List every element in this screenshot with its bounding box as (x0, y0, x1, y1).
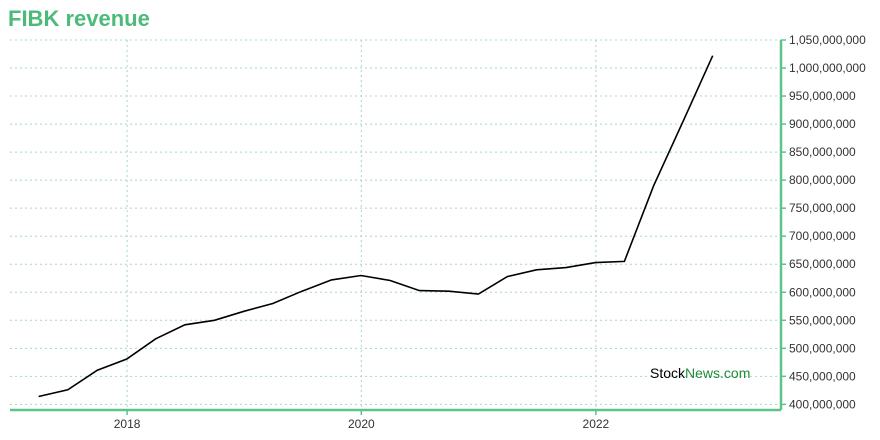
chart-title: FIBK revenue (8, 6, 150, 31)
x-tick-label: 2020 (348, 417, 375, 431)
y-tick-label: 1,000,000,000 (789, 61, 866, 75)
x-tick-label: 2022 (583, 417, 610, 431)
x-axis-ticks: 2018 2020 2022 (114, 410, 610, 431)
y-tick-label: 650,000,000 (789, 257, 856, 271)
grid-lines (10, 39, 781, 410)
y-tick-label: 400,000,000 (789, 397, 856, 411)
y-tick-label: 850,000,000 (789, 145, 856, 159)
y-tick-label: 550,000,000 (789, 313, 856, 327)
y-tick-label: 600,000,000 (789, 285, 856, 299)
y-tick-label: 500,000,000 (789, 341, 856, 355)
axes (10, 40, 783, 412)
y-tick-label: 750,000,000 (789, 201, 856, 215)
y-tick-label: 1,050,000,000 (789, 33, 866, 47)
x-tick-label: 2018 (114, 417, 141, 431)
y-tick-label: 800,000,000 (789, 173, 856, 187)
y-tick-label: 950,000,000 (789, 89, 856, 103)
y-axis-ticks: 400,000,000 450,000,000 500,000,000 550,000… (781, 33, 866, 411)
y-tick-label: 900,000,000 (789, 117, 856, 131)
watermark-news: News.com (685, 365, 751, 381)
series-line (38, 55, 714, 398)
y-tick-label: 700,000,000 (789, 229, 856, 243)
watermark-stock: Stock (650, 365, 686, 381)
y-tick-label: 450,000,000 (789, 369, 856, 383)
watermark: StockNews.com (650, 365, 750, 381)
